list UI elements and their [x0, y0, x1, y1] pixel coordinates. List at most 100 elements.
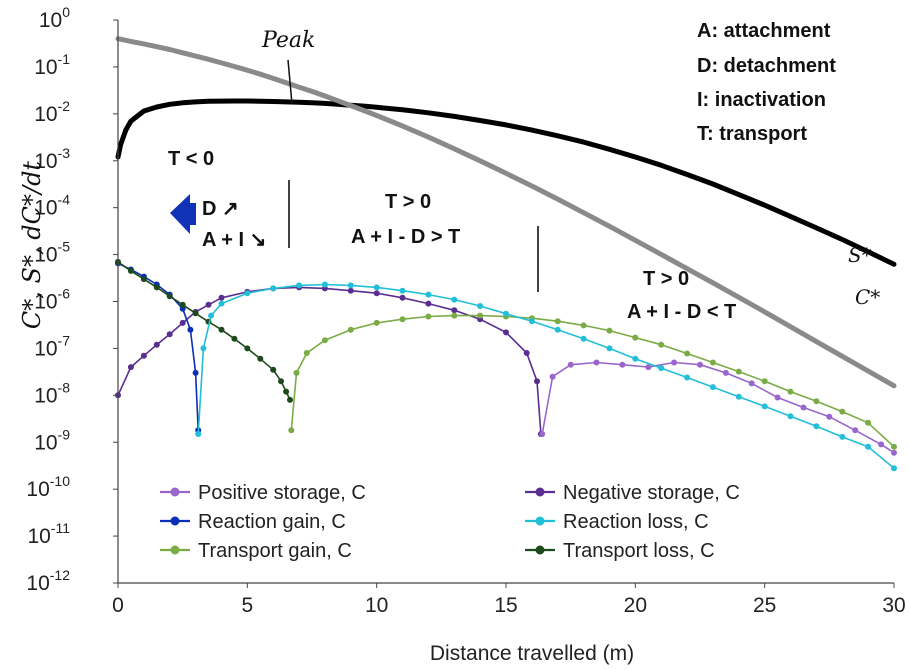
data-point — [865, 443, 872, 450]
legend-marker — [535, 516, 545, 526]
data-point — [166, 331, 173, 338]
legend-label: Negative storage, C — [563, 482, 740, 504]
data-point — [891, 465, 897, 472]
legend-label: Transport loss, C — [563, 540, 715, 562]
data-point — [735, 393, 742, 400]
legend-item: Reaction loss, C — [525, 511, 709, 533]
series-line — [290, 314, 895, 448]
legend-label: Reaction loss, C — [563, 511, 709, 533]
data-point — [503, 310, 509, 317]
legend-label: Positive storage, C — [198, 482, 366, 504]
data-point — [580, 335, 587, 342]
series-c — [115, 36, 897, 389]
peak-leader — [287, 59, 293, 105]
data-point — [761, 403, 768, 410]
data-point — [283, 388, 290, 395]
data-point — [347, 282, 354, 289]
data-point — [187, 326, 194, 333]
y-axis-label: C*, S*, dC*/dt — [18, 161, 46, 329]
data-point — [218, 294, 225, 301]
region2-condition: A + I - D > T — [351, 226, 460, 248]
data-point — [567, 361, 574, 368]
data-point — [166, 293, 173, 300]
x-tick-label: 30 — [882, 594, 905, 617]
data-point — [321, 281, 328, 288]
legend-marker — [170, 487, 180, 497]
data-point — [632, 355, 639, 362]
data-point — [549, 373, 556, 380]
series-layer — [115, 36, 897, 472]
data-point — [528, 318, 535, 325]
data-point — [218, 300, 225, 307]
data-point — [153, 284, 160, 291]
data-point — [303, 350, 310, 356]
data-point — [800, 404, 807, 411]
data-point — [658, 341, 665, 348]
data-point — [425, 291, 432, 298]
data-point — [153, 341, 160, 348]
data-point — [287, 396, 293, 403]
data-point — [373, 290, 380, 297]
data-point — [852, 427, 859, 434]
y-tick-label: 10-8 — [34, 379, 70, 407]
data-point — [425, 313, 432, 320]
data-point — [891, 449, 897, 456]
data-point — [192, 310, 199, 317]
y-tick-label: 10-9 — [34, 426, 70, 454]
data-point — [813, 398, 820, 405]
data-point — [179, 301, 186, 308]
series-reaction-loss-c — [195, 281, 897, 472]
data-point — [503, 329, 509, 336]
data-point — [278, 378, 284, 385]
data-point — [399, 294, 406, 301]
legend-item: Negative storage, C — [525, 482, 740, 504]
data-point — [321, 337, 328, 344]
y-tick-label: 10-7 — [34, 332, 70, 360]
data-point — [748, 380, 755, 387]
definition-detachment: D: detachment — [697, 55, 836, 77]
direction-arrow-icon — [170, 194, 196, 234]
data-point — [658, 365, 665, 372]
data-point — [127, 364, 134, 371]
data-point — [451, 312, 458, 319]
data-point — [554, 318, 561, 325]
data-point — [244, 290, 251, 297]
data-point — [425, 300, 432, 307]
data-point — [709, 384, 716, 391]
definition-attachment: A: attachment — [697, 20, 831, 42]
data-point — [140, 276, 147, 283]
region1-label: T < 0 — [168, 148, 214, 170]
data-point — [347, 287, 354, 294]
y-tick-label: 10-12 — [26, 567, 70, 595]
data-point — [787, 413, 794, 420]
data-point — [451, 296, 458, 303]
data-point — [697, 361, 703, 368]
data-point — [761, 378, 768, 385]
legend-item: Transport loss, C — [525, 540, 715, 562]
x-tick-label: 10 — [365, 594, 388, 617]
region3-condition: A + I - D < T — [627, 301, 736, 323]
data-point — [399, 287, 406, 294]
data-point — [208, 312, 215, 319]
data-point — [787, 388, 794, 395]
data-point — [477, 303, 484, 309]
data-point — [257, 355, 264, 362]
data-point — [347, 326, 354, 333]
peak-label: Peak — [261, 28, 315, 53]
data-point — [127, 267, 134, 274]
legend-item: Reaction gain, C — [160, 511, 346, 533]
data-point — [645, 364, 652, 371]
data-point — [451, 307, 458, 314]
y-tick-label: 10-11 — [27, 520, 70, 548]
data-point — [296, 282, 303, 289]
data-point — [606, 327, 613, 334]
data-point — [839, 408, 846, 415]
y-tick-label: 10-3 — [34, 145, 70, 173]
region1-attach-inact-note: A + I ↘ — [202, 229, 266, 251]
data-point — [200, 345, 207, 352]
legend-label: Transport gain, C — [198, 540, 352, 562]
data-point — [218, 326, 225, 333]
data-point — [593, 359, 600, 366]
series-line — [117, 261, 291, 401]
